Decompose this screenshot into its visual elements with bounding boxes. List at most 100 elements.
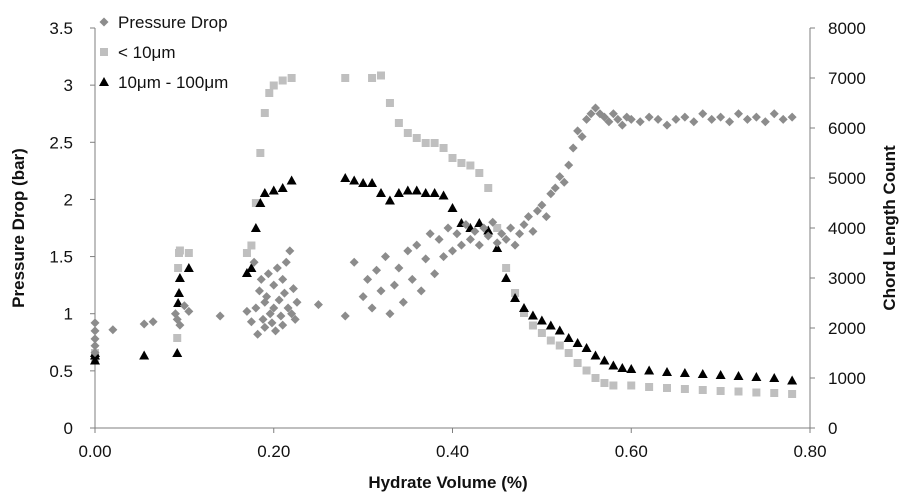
y-right-tick-label: 8000 (828, 19, 866, 38)
data-point-diamond (281, 257, 291, 267)
data-point-triangle (679, 368, 690, 377)
data-point-diamond (604, 117, 614, 127)
data-point-triangle (590, 350, 601, 360)
data-point-triangle (572, 338, 583, 347)
data-point-diamond (249, 257, 259, 267)
data-point-diamond (474, 240, 484, 250)
data-point-square (770, 389, 779, 397)
data-point-diamond (582, 114, 592, 124)
data-point-triangle (259, 188, 270, 197)
series-triangle (90, 173, 798, 385)
data-point-diamond (285, 246, 295, 256)
data-point-square (520, 309, 528, 317)
data-point-diamond (698, 109, 708, 119)
y-left-tick-label: 3 (64, 76, 73, 95)
data-point-diamond (541, 212, 551, 222)
data-point-diamond (421, 254, 431, 264)
axes-layer: 0.00 0.20 0.40 0.60 0.8000.511.522.533.50100… (49, 19, 865, 461)
data-point-diamond (434, 234, 444, 244)
data-point-diamond (680, 112, 690, 122)
data-point-diamond (448, 246, 457, 256)
data-point-square (555, 341, 564, 350)
x-tick-label: 0.00 (78, 442, 111, 461)
data-point-square (680, 385, 689, 393)
data-point-diamond (279, 288, 289, 298)
data-point-diamond (626, 114, 636, 124)
data-point-diamond (787, 112, 797, 122)
data-point-square (430, 139, 439, 147)
data-point-diamond (707, 114, 717, 124)
data-point-diamond (385, 309, 395, 319)
y-left-tick-label: 0 (64, 419, 73, 438)
data-point-triangle (447, 203, 458, 212)
data-point-square (448, 154, 457, 162)
data-point-triangle (501, 273, 512, 282)
data-point-diamond (488, 217, 498, 227)
data-point-square (341, 74, 350, 82)
data-point-diamond (492, 238, 502, 248)
y-left-tick-label: 2 (64, 190, 73, 209)
x-tick-label: 0.60 (615, 442, 648, 461)
data-point-square (484, 184, 493, 192)
data-point-diamond (403, 246, 413, 256)
x-tick-label: 0.40 (436, 442, 469, 461)
data-point-diamond (363, 274, 373, 284)
data-point-square (591, 374, 600, 382)
y-right-tick-label: 5000 (828, 169, 866, 188)
data-point-triangle (90, 355, 100, 365)
data-point-diamond (532, 206, 542, 216)
data-point-square (421, 139, 430, 147)
data-point-square (627, 381, 636, 390)
data-point-square (368, 74, 377, 82)
data-point-diamond (559, 177, 569, 187)
data-point-diamond (283, 303, 293, 313)
data-point-triangle (174, 273, 185, 282)
data-point-triangle (241, 268, 252, 277)
data-point-diamond (90, 318, 100, 328)
y-right-tick-label: 2000 (828, 319, 866, 338)
data-point-diamond (716, 112, 726, 122)
y-right-tick-label: 0 (828, 419, 837, 438)
data-point-diamond (416, 286, 426, 296)
data-point-triangle (626, 364, 637, 373)
data-point-diamond (751, 112, 761, 122)
data-point-triangle (139, 350, 150, 360)
data-point-square (385, 99, 394, 107)
data-point-square (582, 366, 591, 375)
data-point-diamond (573, 126, 583, 136)
y-axis-right-title: Chord Length Count (880, 145, 899, 311)
data-point-triangle (545, 320, 556, 330)
data-point-diamond (456, 240, 466, 250)
data-point-diamond (272, 263, 282, 273)
data-point-square (752, 388, 761, 397)
data-point-diamond (254, 286, 264, 296)
data-point-diamond (465, 234, 475, 244)
data-point-triangle (492, 243, 503, 252)
data-point-diamond (671, 114, 681, 124)
data-point-square (645, 383, 654, 391)
data-point-diamond (215, 311, 225, 321)
data-point-diamond (313, 300, 323, 310)
legend-marker-diamond (99, 17, 109, 27)
data-point-diamond (246, 317, 256, 327)
data-point-square (412, 134, 421, 142)
data-point-diamond (288, 284, 298, 294)
data-point-triangle (429, 188, 440, 197)
data-point-diamond (139, 319, 149, 329)
data-point-diamond (555, 172, 565, 182)
x-tick-label: 0.80 (793, 442, 826, 461)
data-point-square (287, 74, 296, 82)
data-point-diamond (358, 292, 368, 302)
data-point-diamond (271, 326, 281, 336)
data-point-diamond (734, 109, 743, 119)
data-point-diamond (461, 220, 471, 230)
data-point-triangle (697, 369, 708, 378)
data-point-diamond (262, 292, 272, 302)
data-point-diamond (90, 348, 100, 358)
data-point-diamond (591, 103, 600, 113)
series-diamond (90, 103, 797, 358)
data-point-diamond (278, 274, 288, 284)
data-point-diamond (644, 112, 654, 122)
data-point-square (394, 119, 403, 127)
data-point-square (716, 387, 725, 395)
